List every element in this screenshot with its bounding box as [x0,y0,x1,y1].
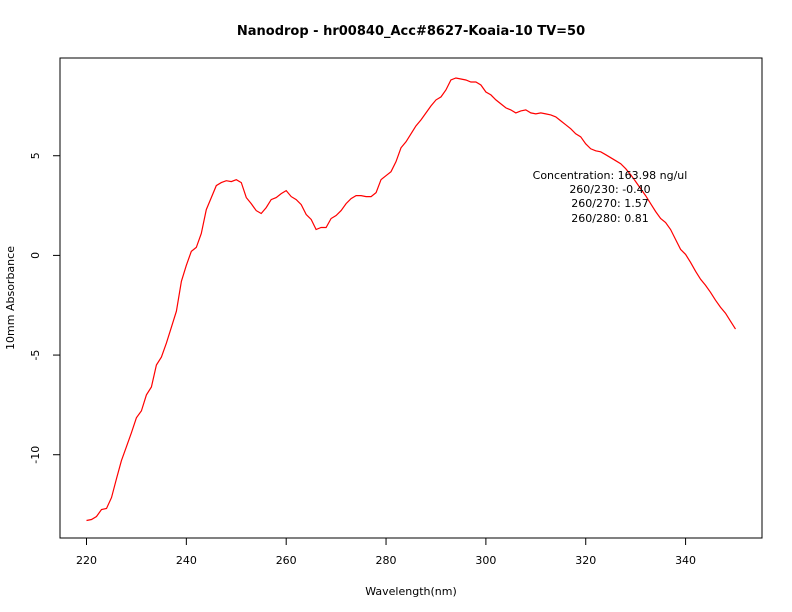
plot-frame [59,57,763,539]
x-tick-label: 260 [276,554,297,567]
x-tick-label: 300 [475,554,496,567]
annotation-ratio-230: 260/230: -0.40 [569,183,650,196]
annotation-block: Concentration: 163.98 ng/ul 260/230: -0.… [533,169,688,225]
annotation-ratio-280: 260/280: 0.81 [571,212,648,225]
x-tick-label: 320 [575,554,596,567]
y-axis: -10 -5 0 5 [29,152,61,464]
y-tick-label: 0 [29,252,42,259]
x-tick-label: 280 [376,554,397,567]
y-axis-label: 10mm Absorbance [4,246,17,350]
x-tick-label: 220 [76,554,97,567]
x-axis-label: Wavelength(nm) [365,585,457,598]
x-tick-label: 240 [176,554,197,567]
y-tick-label: -5 [29,350,42,361]
y-tick-label: 5 [29,152,42,159]
annotation-concentration: Concentration: 163.98 ng/ul [533,169,688,182]
x-tick-label: 340 [675,554,696,567]
y-tick-label: -10 [29,446,42,464]
x-axis: 220 240 260 280 300 320 340 [76,537,696,567]
chart-title: Nanodrop - hr00840_Acc#8627-Koaia-10 TV=… [237,24,585,39]
annotation-ratio-270: 260/270: 1.57 [571,197,648,210]
absorbance-series-line [86,77,737,522]
